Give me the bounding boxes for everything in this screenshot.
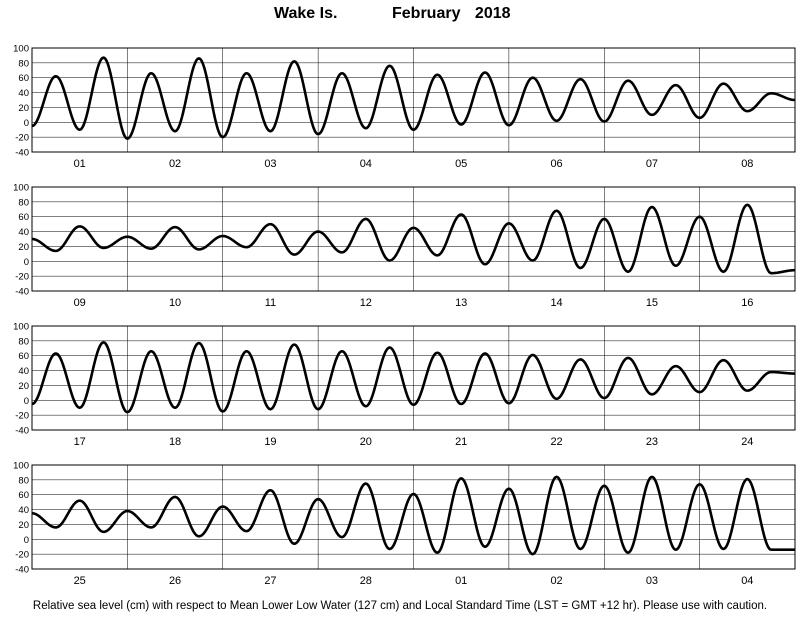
y-tick-label: 40 xyxy=(18,227,29,238)
panel-3: 100 80 60 40 20 0 -20 -40 17 18 19 20 21 22 23 24 xyxy=(13,322,796,448)
tide-curve xyxy=(31,56,796,140)
day-label-24: 24 xyxy=(741,436,753,448)
day-label-09: 09 xyxy=(74,297,86,309)
day-label-16: 16 xyxy=(741,297,753,309)
y-tick-label: -40 xyxy=(15,565,29,576)
day-label-21: 21 xyxy=(455,436,467,448)
y-tick-label: 20 xyxy=(18,103,29,114)
day-label-13: 13 xyxy=(455,297,467,309)
tide-curve xyxy=(31,475,796,556)
day-label-04: 04 xyxy=(360,158,372,170)
day-label-03: 03 xyxy=(646,575,658,587)
day-label-25: 25 xyxy=(74,575,86,587)
day-label-01: 01 xyxy=(74,158,86,170)
y-tick-label: 0 xyxy=(24,118,29,129)
chart-title-period: February 2018 xyxy=(392,5,511,22)
y-tick-label: -20 xyxy=(15,133,29,144)
y-tick-label: 40 xyxy=(18,505,29,516)
y-tick-label: -20 xyxy=(15,272,29,283)
day-label-22: 22 xyxy=(550,436,562,448)
y-tick-label: 20 xyxy=(18,381,29,392)
tide-curve xyxy=(31,341,796,414)
day-label-10: 10 xyxy=(169,297,181,309)
day-label-02: 02 xyxy=(550,575,562,587)
day-label-07: 07 xyxy=(646,158,658,170)
day-label-28: 28 xyxy=(360,575,372,587)
y-tick-label: -20 xyxy=(15,550,29,561)
y-tick-label: 0 xyxy=(24,535,29,546)
day-label-18: 18 xyxy=(169,436,181,448)
y-tick-label: 60 xyxy=(18,351,29,362)
day-label-12: 12 xyxy=(360,297,372,309)
day-label-14: 14 xyxy=(550,297,562,309)
day-label-04: 04 xyxy=(741,575,753,587)
y-tick-label: 100 xyxy=(13,44,29,55)
panel-2: 100 80 60 40 20 0 -20 -40 09 10 11 12 13 14 15 16 xyxy=(13,183,796,309)
y-tick-label: 40 xyxy=(18,366,29,377)
day-label-20: 20 xyxy=(360,436,372,448)
y-tick-label: 80 xyxy=(18,336,29,347)
day-label-19: 19 xyxy=(264,436,276,448)
footer-note: Relative sea level (cm) with respect to … xyxy=(32,600,768,612)
y-tick-label: 20 xyxy=(18,520,29,531)
y-tick-label: 100 xyxy=(13,183,29,194)
day-label-06: 06 xyxy=(550,158,562,170)
day-label-03: 03 xyxy=(264,158,276,170)
panel-frame xyxy=(31,325,796,431)
y-tick-label: -40 xyxy=(15,287,29,298)
y-tick-label: 60 xyxy=(18,73,29,84)
y-tick-label: 0 xyxy=(24,396,29,407)
y-tick-label: 80 xyxy=(18,475,29,486)
y-tick-label: -40 xyxy=(15,148,29,159)
day-label-05: 05 xyxy=(455,158,467,170)
panel-4: 100 80 60 40 20 0 -20 -40 25 26 27 28 01 02 03 04 xyxy=(13,461,796,587)
tide-curve xyxy=(31,203,796,275)
day-label-01: 01 xyxy=(455,575,467,587)
day-label-23: 23 xyxy=(646,436,658,448)
y-tick-label: 100 xyxy=(13,322,29,333)
panel-frame xyxy=(31,186,796,292)
panel-1: 100 80 60 40 20 0 -20 -40 01 02 03 04 05 06 07 08 xyxy=(13,44,796,170)
y-tick-label: 60 xyxy=(18,490,29,501)
y-tick-label: -20 xyxy=(15,411,29,422)
y-tick-label: 80 xyxy=(18,58,29,69)
y-tick-label: 0 xyxy=(24,257,29,268)
day-label-02: 02 xyxy=(169,158,181,170)
day-label-26: 26 xyxy=(169,575,181,587)
y-tick-label: 40 xyxy=(18,88,29,99)
y-tick-label: -40 xyxy=(15,426,29,437)
y-tick-label: 60 xyxy=(18,212,29,223)
day-label-08: 08 xyxy=(741,158,753,170)
day-label-11: 11 xyxy=(265,297,276,309)
chart-title-station: Wake Is. xyxy=(274,5,338,22)
day-label-27: 27 xyxy=(264,575,276,587)
y-tick-label: 20 xyxy=(18,242,29,253)
day-label-17: 17 xyxy=(74,436,86,448)
day-label-15: 15 xyxy=(646,297,658,309)
y-tick-label: 80 xyxy=(18,197,29,208)
y-tick-label: 100 xyxy=(13,461,29,472)
panel-frame xyxy=(31,464,796,570)
